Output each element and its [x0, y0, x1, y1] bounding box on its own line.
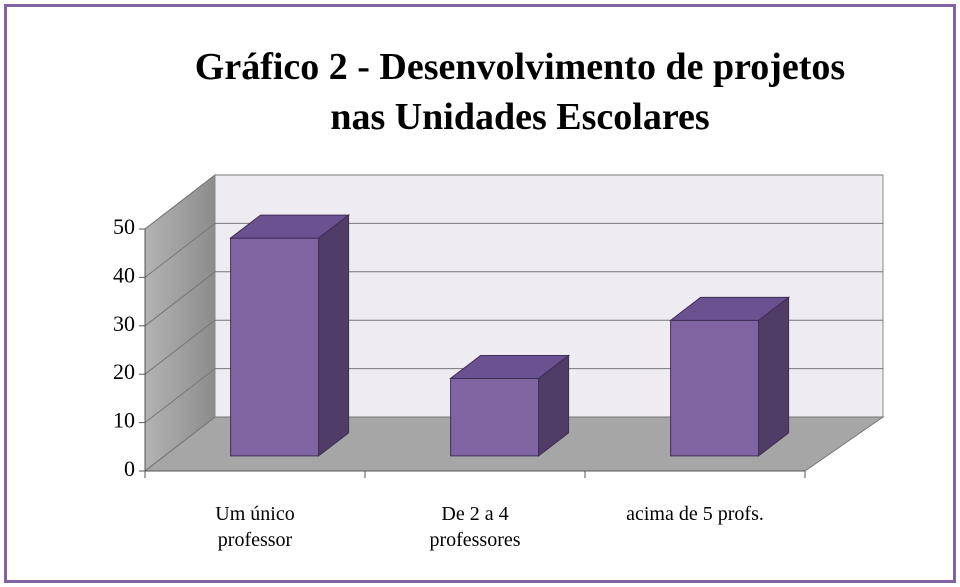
y-tick-label: 30: [113, 311, 135, 336]
bar-top: [449, 354, 571, 379]
x-tick-label: De 2 a 4 professores: [429, 503, 521, 551]
grid-line: [144, 319, 216, 375]
chart-title: Gráfico 2 - Desenvolvimento de projetos …: [194, 46, 846, 138]
bar: [669, 296, 791, 457]
bar-side: [758, 296, 790, 457]
bar-top: [229, 214, 351, 239]
grid-line: [144, 174, 216, 230]
grid-line: [144, 416, 216, 472]
bar-front: [450, 377, 540, 457]
grid-line: [144, 368, 216, 423]
bar-front: [230, 237, 320, 457]
bar-top: [669, 296, 791, 321]
bar: [229, 214, 351, 457]
x-tick-label: Um único professor: [215, 503, 295, 551]
chart-frame: [4, 4, 956, 583]
y-tick-label: 40: [113, 262, 135, 287]
y-tick-label: 20: [113, 359, 135, 384]
y-tick-label: 10: [113, 408, 135, 433]
grid-line: [144, 223, 216, 278]
y-tick-label: 50: [113, 214, 135, 239]
bar-side: [318, 214, 350, 457]
bar: [449, 354, 571, 457]
y-tick-label: 0: [124, 456, 135, 481]
bar-front: [670, 319, 760, 457]
x-tick-label: acima de 5 profs.: [626, 503, 764, 525]
grid-line: [144, 271, 216, 327]
